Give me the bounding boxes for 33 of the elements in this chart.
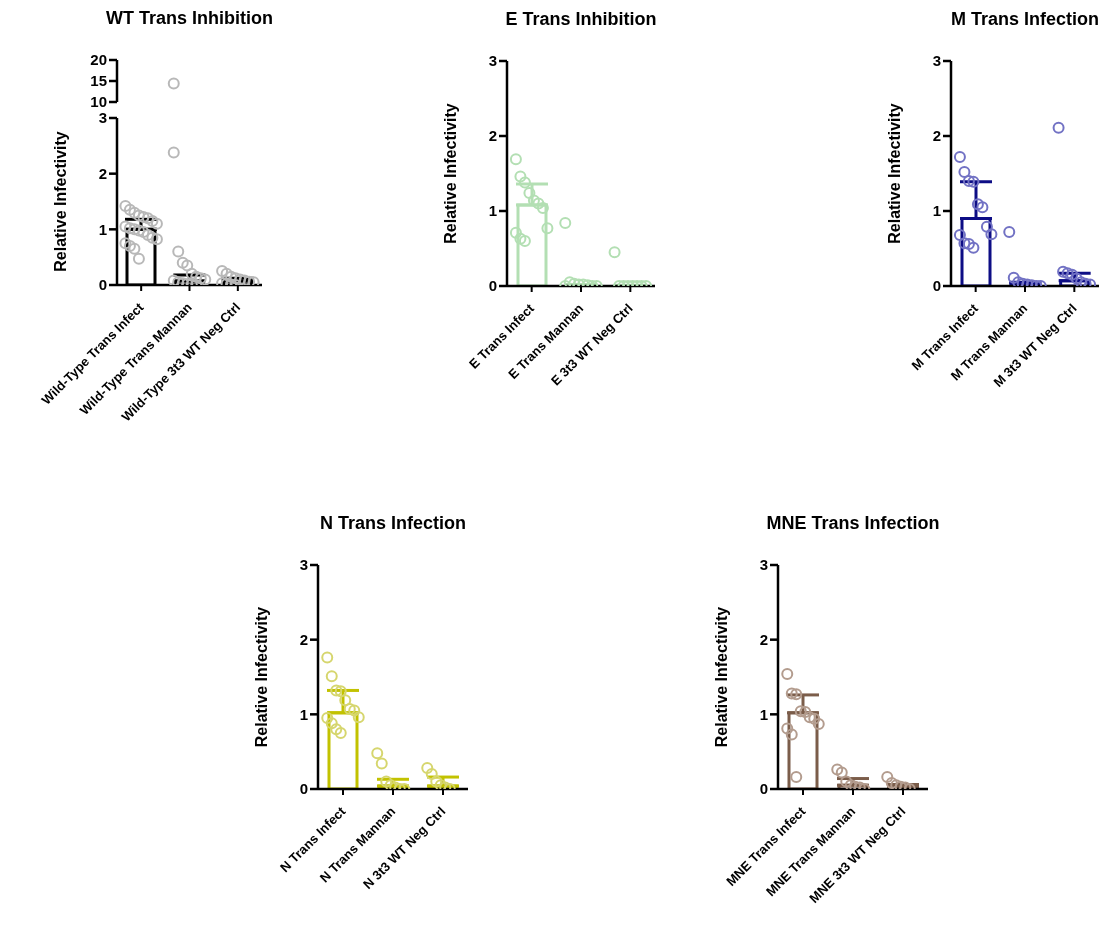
y-tick-label: 15 xyxy=(90,72,107,90)
y-tick-label: 3 xyxy=(98,109,107,127)
y-axis-title: Relative Infectivity xyxy=(712,606,730,748)
y-axis-title: Relative Infectivity xyxy=(441,103,459,244)
y-tick-label: 1 xyxy=(299,705,308,723)
y-axis-title: Relative Infectivity xyxy=(885,103,903,244)
y-tick-label: 1 xyxy=(488,202,497,220)
y-tick-label: 2 xyxy=(98,164,107,182)
y-axis-title: Relative Infectivity xyxy=(51,131,69,272)
y-tick-label: 3 xyxy=(759,556,768,574)
chart-title: N Trans Infection xyxy=(319,513,467,534)
y-tick-label: 2 xyxy=(299,630,308,648)
y-tick-label: 1 xyxy=(759,705,768,723)
y-tick-label: 0 xyxy=(299,780,308,798)
chart-title: WT Trans Inhibition xyxy=(105,8,274,29)
chart-title: MNE Trans Infection xyxy=(765,513,941,534)
y-tick-label: 1 xyxy=(932,202,941,220)
y-tick-label: 1 xyxy=(98,220,107,238)
chart-title: E Trans Inhibition xyxy=(504,9,658,30)
y-axis-title: Relative Infectivity xyxy=(252,606,270,748)
y-tick-label: 0 xyxy=(932,277,941,295)
chart-title: M Trans Infection xyxy=(950,9,1100,30)
y-tick-label: 2 xyxy=(932,127,941,145)
y-tick-label: 0 xyxy=(98,276,107,294)
y-tick-label: 0 xyxy=(488,277,497,295)
y-tick-label: 2 xyxy=(759,630,768,648)
y-tick-label: 3 xyxy=(299,556,308,574)
y-tick-label: 10 xyxy=(90,93,107,111)
y-tick-label: 2 xyxy=(488,127,497,145)
y-tick-label: 3 xyxy=(932,52,941,70)
y-tick-label: 3 xyxy=(488,52,497,70)
y-tick-label: 20 xyxy=(90,51,107,69)
y-tick-label: 0 xyxy=(759,780,768,798)
